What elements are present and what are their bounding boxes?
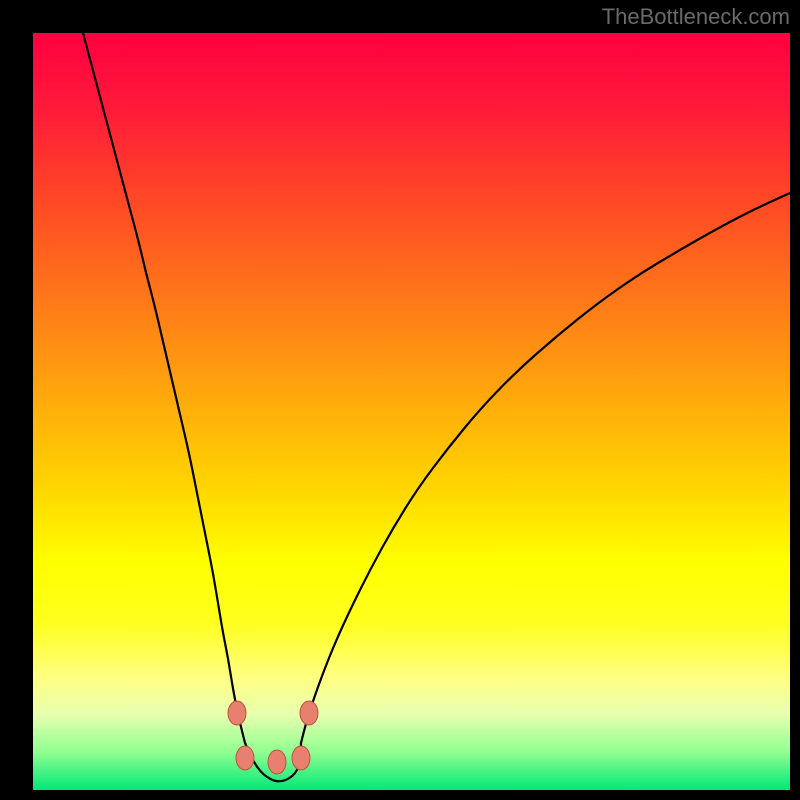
marker-3 [292, 746, 310, 770]
marker-4 [300, 701, 318, 725]
plot-area [33, 33, 790, 790]
chart-container: TheBottleneck.com [0, 0, 800, 800]
watermark-text: TheBottleneck.com [602, 4, 790, 30]
curve-left [83, 33, 245, 743]
curve-right [301, 193, 790, 743]
marker-2 [268, 750, 286, 774]
marker-1 [236, 746, 254, 770]
marker-0 [228, 701, 246, 725]
curve-layer [33, 33, 790, 790]
